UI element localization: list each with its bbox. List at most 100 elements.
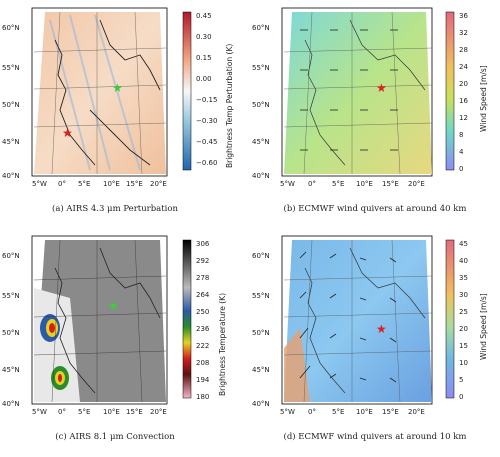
lon-labels: 5°W 0° 5°E 10°E 15°E 20°E [280, 408, 425, 416]
panel-b-figure: ★ 60°N 55°N 50°N 45°N 40°N 5°W 0° 5°E 10… [252, 7, 488, 188]
colorbar-tick: 15 [459, 342, 468, 350]
colorbar-ticks: 0.45 0.30 0.15 0.00 −0.15 −0.30 −0.45 −0… [196, 12, 217, 167]
colorbar-ticks: 36 32 28 24 20 16 12 8 4 0 [459, 12, 468, 173]
lon-label: 5°E [332, 180, 344, 188]
colorbar-tick: 16 [459, 97, 468, 105]
lat-label: 50°N [252, 329, 270, 337]
colorbar-ticks: 306 292 278 264 250 236 222 208 194 180 [196, 240, 210, 401]
coastlines [54, 19, 161, 166]
convection-cells [40, 314, 69, 390]
lon-label: 10°E [103, 408, 120, 416]
lon-labels: 5°W 0° 5°E 10°E 15°E 20°E [280, 180, 425, 188]
lon-label: 20°E [150, 180, 167, 188]
colorbar-tick: 36 [459, 12, 468, 20]
lon-label: 5°E [78, 408, 90, 416]
lon-label: 0° [58, 180, 66, 188]
colorbar-tick: 236 [196, 325, 210, 333]
colorbar-tick: 292 [196, 257, 209, 265]
lat-label: 45°N [2, 366, 20, 374]
panel-a: ★ ★ 60°N 55°N 50°N 45°N 40°N 5°W 0° 5°E … [0, 0, 250, 228]
lat-labels: 60°N 55°N 50°N 45°N 40°N [252, 252, 270, 408]
gridlines [33, 239, 167, 403]
lat-labels: 60°N 55°N 50°N 45°N 40°N [252, 24, 270, 180]
lon-label: 15°E [126, 408, 143, 416]
lon-label: 20°E [150, 408, 167, 416]
colorbar-tick: 0.30 [196, 33, 212, 41]
colorbar-tick: 180 [196, 393, 209, 401]
colorbar-label: Wind Speed [m/s] [479, 65, 488, 132]
colorbar-tick: 25 [459, 308, 468, 316]
lat-label: 40°N [252, 172, 270, 180]
map-field [34, 12, 166, 174]
colorbar-tick: 306 [196, 240, 210, 248]
colorbar-tick: 35 [459, 274, 468, 282]
lat-label: 50°N [2, 101, 20, 109]
panel-c-figure: ★ 60°N 55°N 50°N 45°N 40°N 5°W 0° 5°E 10… [2, 235, 227, 416]
lat-label: 45°N [252, 366, 270, 374]
panel-d: ★ 60°N 55°N 50°N 45°N 40°N 5°W 0° 5°E 10… [250, 228, 500, 457]
colorbar-tick: −0.45 [196, 138, 217, 146]
colorbar-tick: 250 [196, 308, 209, 316]
lon-labels: 5°W 0° 5°E 10°E 15°E 20°E [32, 408, 167, 416]
green-star-marker: ★ [108, 299, 119, 313]
colorbar-tick: 278 [196, 274, 209, 282]
colorbar-tick: 208 [196, 359, 209, 367]
gridlines [33, 11, 167, 175]
lat-label: 45°N [2, 138, 20, 146]
panel-a-figure: ★ ★ 60°N 55°N 50°N 45°N 40°N 5°W 0° 5°E … [2, 7, 234, 188]
colorbar-label: Brightness Temp Perturbation (K) [225, 44, 234, 168]
lat-labels: 60°N 55°N 50°N 45°N 40°N [2, 252, 20, 408]
colorbar-tick: 8 [459, 131, 463, 139]
lon-label: 10°E [356, 180, 373, 188]
lon-label: 20°E [408, 408, 425, 416]
lat-label: 50°N [2, 329, 20, 337]
coastlines [304, 19, 426, 166]
lat-label: 55°N [2, 292, 20, 300]
lon-label: 0° [58, 408, 66, 416]
colorbar-tick: 5 [459, 376, 463, 384]
map-field [284, 240, 432, 402]
colorbar-tick: 12 [459, 114, 468, 122]
colorbar-tick: 32 [459, 29, 468, 37]
colorbar-tick: 4 [459, 148, 464, 156]
lat-label: 40°N [252, 400, 270, 408]
colorbar-tick: 40 [459, 257, 468, 265]
lat-label: 60°N [2, 24, 20, 32]
caption-b: (b) ECMWF wind quivers at around 40 km [283, 204, 467, 214]
wind-quivers [300, 29, 398, 151]
lon-labels: 5°W 0° 5°E 10°E 15°E 20°E [32, 180, 167, 188]
colorbar-tick: −0.15 [196, 96, 217, 104]
lon-label: 5°W [32, 180, 47, 188]
coastlines [54, 247, 161, 394]
colorbar-tick: 10 [459, 359, 468, 367]
lon-label: 5°W [32, 408, 47, 416]
colorbar-tick: 0.45 [196, 12, 212, 20]
lat-label: 55°N [252, 64, 270, 72]
colorbar [445, 239, 455, 399]
colorbar [182, 239, 192, 399]
colorbar-tick: 0 [459, 165, 463, 173]
coastlines [304, 247, 426, 394]
colorbar-tick: 0.15 [196, 54, 212, 62]
colorbar [445, 11, 455, 171]
colorbar-label: Wind Speed [m/s] [479, 293, 488, 360]
colorbar-tick: −0.60 [196, 159, 217, 167]
map-field [284, 12, 432, 174]
colorbar-tick: 30 [459, 291, 468, 299]
panel-d-figure: ★ 60°N 55°N 50°N 45°N 40°N 5°W 0° 5°E 10… [252, 235, 488, 416]
lat-label: 60°N [2, 252, 20, 260]
red-star-marker: ★ [376, 322, 387, 336]
colorbar-ticks: 45 40 35 30 25 20 15 10 5 0 [459, 240, 468, 401]
lat-label: 55°N [2, 64, 20, 72]
gridlines [283, 11, 433, 175]
red-star-marker: ★ [62, 126, 73, 140]
panel-c: ★ 60°N 55°N 50°N 45°N 40°N 5°W 0° 5°E 10… [0, 228, 250, 457]
colorbar-tick: 28 [459, 46, 468, 54]
lon-label: 15°E [382, 180, 399, 188]
lon-label: 15°E [382, 408, 399, 416]
lon-label: 5°W [280, 180, 295, 188]
colorbar-tick: 194 [196, 376, 210, 384]
lat-label: 45°N [252, 138, 270, 146]
lat-label: 60°N [252, 252, 270, 260]
lon-label: 10°E [356, 408, 373, 416]
